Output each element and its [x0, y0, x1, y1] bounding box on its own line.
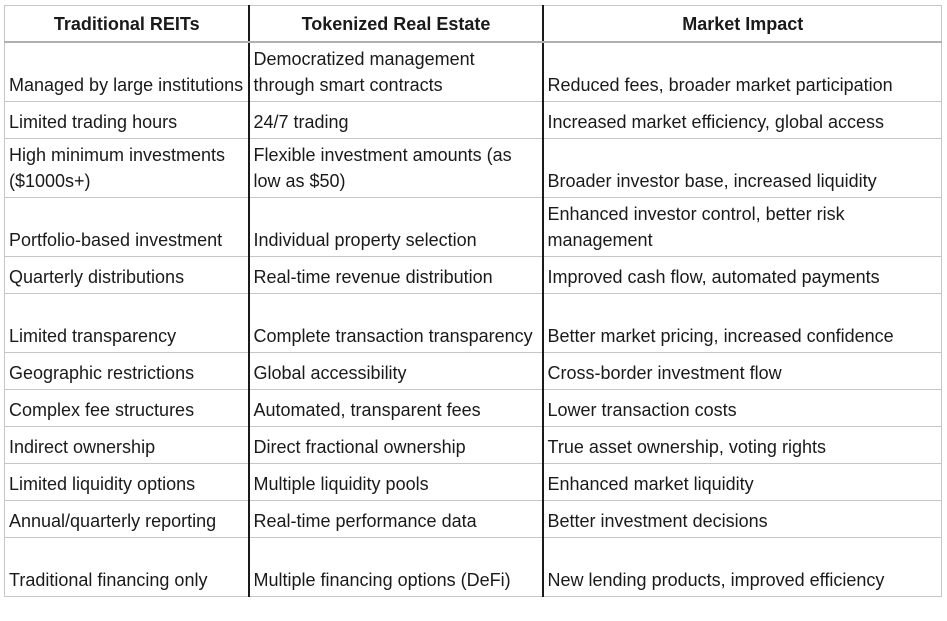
- cell-tokenized-real-estate: Individual property selection: [247, 197, 543, 257]
- cell-traditional-reits: Quarterly distributions: [4, 256, 249, 294]
- cell-tokenized-real-estate: Real-time performance data: [247, 500, 543, 538]
- table-header: Traditional REITs Tokenized Real Estate …: [4, 5, 942, 43]
- cell-traditional-reits: Managed by large institutions: [4, 41, 249, 102]
- table-row: Complex fee structures Automated, transp…: [4, 389, 942, 427]
- table-row: Quarterly distributions Real-time revenu…: [4, 256, 942, 294]
- cell-tokenized-real-estate: Global accessibility: [247, 352, 543, 390]
- table-row: Managed by large institutions Democratiz…: [4, 41, 942, 102]
- cell-market-impact: Cross-border investment flow: [541, 352, 942, 390]
- cell-market-impact: Better investment decisions: [541, 500, 942, 538]
- table-row: High minimum investments ($1000s+) Flexi…: [4, 138, 942, 198]
- comparison-table: Traditional REITs Tokenized Real Estate …: [4, 5, 942, 597]
- cell-market-impact: Enhanced market liquidity: [541, 463, 942, 501]
- table-body: Managed by large institutions Democratiz…: [4, 41, 942, 597]
- header-traditional-reits: Traditional REITs: [4, 5, 249, 43]
- cell-tokenized-real-estate: Automated, transparent fees: [247, 389, 543, 427]
- header-tokenized-real-estate: Tokenized Real Estate: [247, 5, 543, 43]
- cell-traditional-reits: Indirect ownership: [4, 426, 249, 464]
- cell-tokenized-real-estate: Flexible investment amounts (as low as $…: [247, 138, 543, 198]
- cell-traditional-reits: High minimum investments ($1000s+): [4, 138, 249, 198]
- cell-market-impact: Enhanced investor control, better risk m…: [541, 197, 942, 257]
- cell-tokenized-real-estate: Real-time revenue distribution: [247, 256, 543, 294]
- table-row: Portfolio-based investment Individual pr…: [4, 197, 942, 257]
- table-row: Limited liquidity options Multiple liqui…: [4, 463, 942, 501]
- cell-tokenized-real-estate: Democratized management through smart co…: [247, 41, 543, 102]
- cell-traditional-reits: Limited liquidity options: [4, 463, 249, 501]
- cell-traditional-reits: Portfolio-based investment: [4, 197, 249, 257]
- header-row: Traditional REITs Tokenized Real Estate …: [4, 5, 942, 43]
- cell-traditional-reits: Limited transparency: [4, 293, 249, 353]
- cell-market-impact: True asset ownership, voting rights: [541, 426, 942, 464]
- cell-market-impact: New lending products, improved efficienc…: [541, 537, 942, 597]
- table-row: Geographic restrictions Global accessibi…: [4, 352, 942, 390]
- table-row: Limited trading hours 24/7 trading Incre…: [4, 101, 942, 139]
- cell-traditional-reits: Annual/quarterly reporting: [4, 500, 249, 538]
- cell-market-impact: Better market pricing, increased confide…: [541, 293, 942, 353]
- cell-market-impact: Improved cash flow, automated payments: [541, 256, 942, 294]
- header-market-impact: Market Impact: [541, 5, 942, 43]
- cell-market-impact: Reduced fees, broader market participati…: [541, 41, 942, 102]
- table-row: Indirect ownership Direct fractional own…: [4, 426, 942, 464]
- table-row: Annual/quarterly reporting Real-time per…: [4, 500, 942, 538]
- cell-market-impact: Broader investor base, increased liquidi…: [541, 138, 942, 198]
- cell-tokenized-real-estate: Complete transaction transparency: [247, 293, 543, 353]
- cell-tokenized-real-estate: Multiple liquidity pools: [247, 463, 543, 501]
- table-row: Traditional financing only Multiple fina…: [4, 537, 942, 597]
- cell-market-impact: Increased market efficiency, global acce…: [541, 101, 942, 139]
- cell-traditional-reits: Geographic restrictions: [4, 352, 249, 390]
- cell-traditional-reits: Traditional financing only: [4, 537, 249, 597]
- cell-traditional-reits: Limited trading hours: [4, 101, 249, 139]
- cell-traditional-reits: Complex fee structures: [4, 389, 249, 427]
- table-row: Limited transparency Complete transactio…: [4, 293, 942, 353]
- cell-tokenized-real-estate: 24/7 trading: [247, 101, 543, 139]
- cell-tokenized-real-estate: Direct fractional ownership: [247, 426, 543, 464]
- cell-tokenized-real-estate: Multiple financing options (DeFi): [247, 537, 543, 597]
- cell-market-impact: Lower transaction costs: [541, 389, 942, 427]
